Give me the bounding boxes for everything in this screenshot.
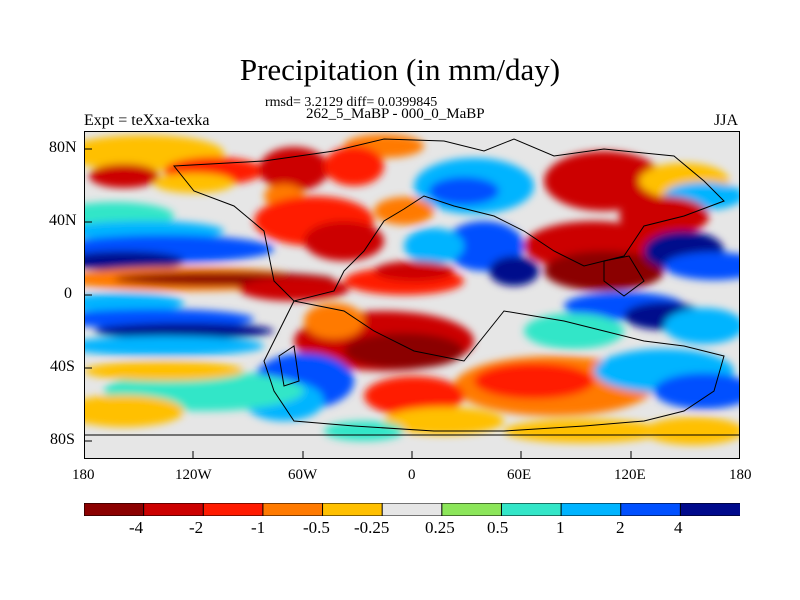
colorbar-swatch-7	[441, 502, 503, 517]
colorbar-swatch-10	[620, 502, 682, 517]
lon-tick-60w: 60W	[288, 467, 318, 483]
colorbar-label-10: 4	[674, 518, 683, 537]
colorbar-swatch-1	[83, 502, 145, 517]
lon-tick-0: 0	[408, 467, 416, 483]
colorbar-label-6: 0.25	[425, 518, 455, 537]
experiment-label: Expt = teXxa-texka	[84, 112, 210, 129]
lat-tick-0: 0	[64, 285, 72, 302]
colorbar-swatch-2	[143, 502, 205, 517]
colorbar-swatch-5	[322, 502, 384, 517]
lon-tick-180e: 180	[729, 467, 752, 483]
lon-tick-180w: 180	[72, 467, 95, 483]
colorbar-label-7: 0.5	[487, 518, 509, 537]
lon-tick-60e: 60E	[507, 467, 532, 483]
colorbar-swatch-11	[679, 502, 741, 517]
colorbar-label-1: -4	[129, 518, 144, 537]
colorbar-label-5: -0.25	[354, 518, 390, 537]
colorbar-swatch-9	[560, 502, 622, 517]
precipitation-map	[84, 131, 740, 459]
colorbar-swatch-8	[500, 502, 563, 517]
colorbar-label-2: -2	[189, 518, 204, 537]
colorbar	[83, 502, 741, 521]
lon-tick-120e: 120E	[614, 467, 646, 483]
lat-tick-40s: 40S	[50, 358, 75, 375]
colorbar-label-9: 2	[616, 518, 625, 537]
colorbar-label-3: -1	[251, 518, 266, 537]
lat-tick-40n: 40N	[49, 212, 77, 229]
lat-tick-80n: 80N	[49, 139, 77, 156]
colorbar-swatch-4	[262, 502, 324, 517]
lon-tick-120w: 120W	[175, 467, 212, 483]
season-label: JJA	[714, 112, 739, 129]
colorbar-label-4: -0.5	[303, 518, 330, 537]
continent-outlines	[84, 138, 740, 436]
lat-tick-80s: 80S	[50, 431, 75, 448]
period-line: 262_5_MaBP - 000_0_MaBP	[306, 106, 485, 122]
colorbar-swatch-6	[381, 502, 443, 517]
plot-title: Precipitation (in mm/day)	[239, 52, 561, 87]
colorbar-label-8: 1	[556, 518, 565, 537]
precipitation-field	[84, 134, 740, 445]
colorbar-swatch-3	[202, 502, 264, 517]
axis-ticks	[84, 148, 632, 459]
stats-line: rmsd= 3.2129 diff= 0.0399845	[265, 95, 438, 110]
